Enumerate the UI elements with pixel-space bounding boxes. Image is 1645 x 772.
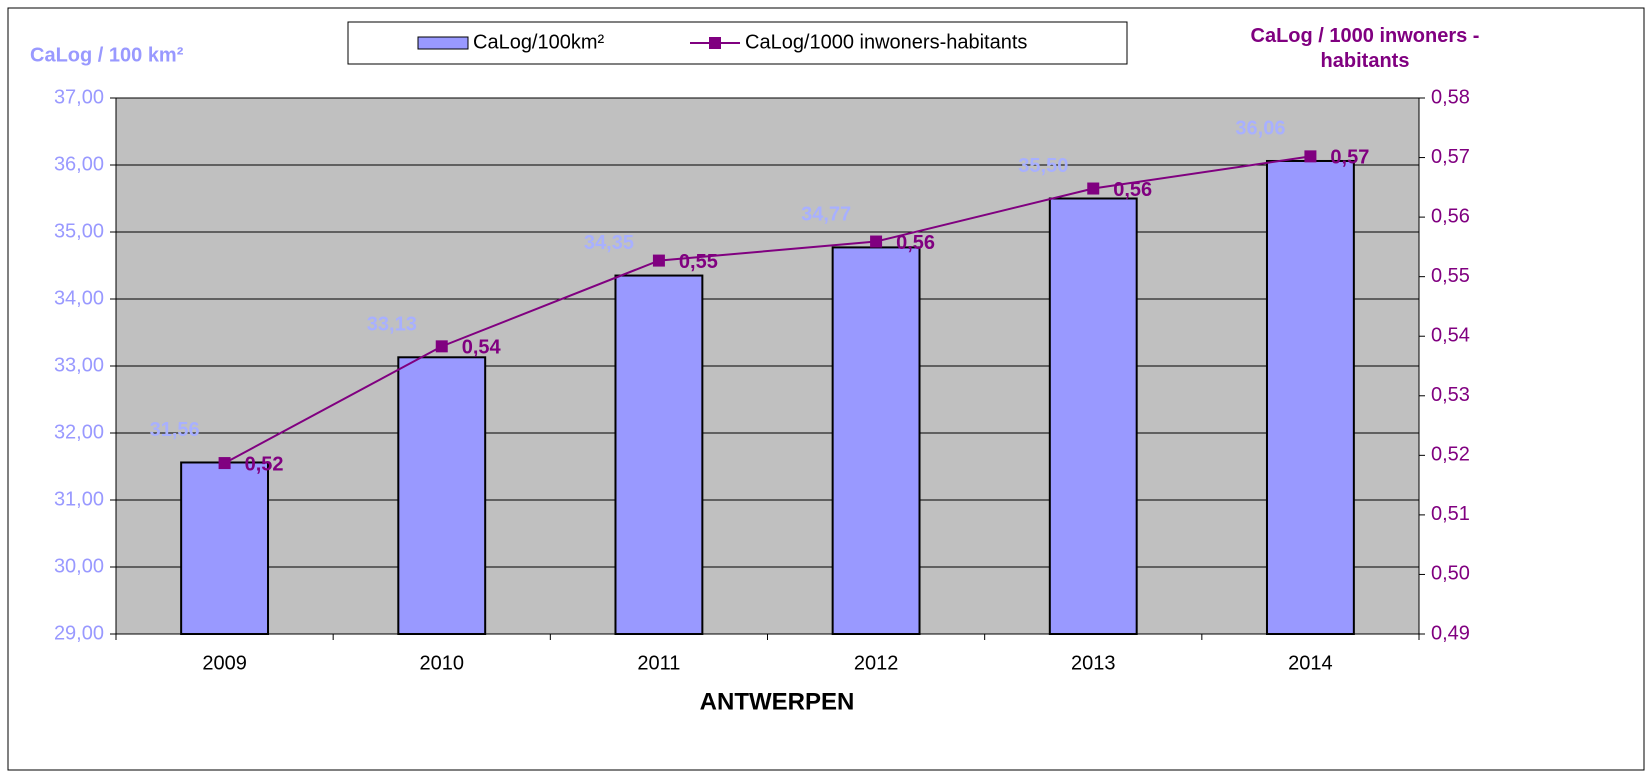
bar [1265, 159, 1355, 635]
y2-tick-label: 0,52 [1431, 444, 1470, 466]
line-value-label: 0,57 [1330, 147, 1369, 169]
bar-value-label: 34,35 [584, 232, 634, 254]
y2-tick-label: 0,55 [1431, 265, 1470, 287]
y2-tick-label: 0,49 [1431, 622, 1470, 644]
x-tick-label: 2014 [1288, 652, 1333, 674]
y2-tick-label: 0,53 [1431, 384, 1470, 406]
x-tick-label: 2013 [1071, 652, 1116, 674]
bar [180, 461, 270, 636]
y2-tick-label: 0,51 [1431, 503, 1470, 525]
y-tick-label: 30,00 [54, 555, 104, 577]
line-marker [218, 457, 231, 470]
y2-tick-label: 0,57 [1431, 146, 1470, 168]
bar [831, 246, 921, 635]
line-marker [1304, 150, 1317, 163]
y-tick-label: 36,00 [54, 153, 104, 175]
line-value-label: 0,56 [896, 232, 935, 254]
line-marker [870, 235, 883, 248]
y-tick-label: 33,00 [54, 354, 104, 376]
y-tick-label: 37,00 [54, 86, 104, 108]
y-tick-label: 34,00 [54, 287, 104, 309]
bar-value-label: 35,50 [1018, 155, 1068, 177]
y-tick-label: 32,00 [54, 421, 104, 443]
legend-label: CaLog/1000 inwoners-habitants [745, 31, 1027, 53]
x-axis-title: ANTWERPEN [700, 688, 855, 715]
line-value-label: 0,52 [245, 453, 284, 475]
bar [397, 356, 487, 635]
line-marker [1087, 182, 1100, 195]
bar-value-label: 34,77 [801, 204, 851, 226]
y2-tick-label: 0,56 [1431, 205, 1470, 227]
line [224, 155, 1311, 464]
line-value-label: 0,56 [1113, 179, 1152, 201]
bar [1048, 197, 1138, 635]
y-axis-title: CaLog / 100 km² [30, 44, 184, 66]
y2-axis-title: CaLog / 1000 inwoners - habitants [1250, 25, 1480, 72]
bar [614, 274, 704, 635]
x-tick-label: 2009 [202, 652, 247, 674]
line-value-label: 0,55 [679, 251, 718, 273]
x-tick-label: 2011 [637, 652, 680, 674]
y2-tick-label: 0,58 [1431, 86, 1470, 108]
line-value-label: 0,54 [462, 337, 502, 359]
bar-value-label: 33,13 [367, 314, 417, 336]
legend-label: CaLog/100km² [473, 31, 605, 53]
line-marker [435, 340, 448, 353]
legend-marker [709, 37, 721, 49]
bar-value-label: 36,06 [1235, 117, 1285, 139]
y-tick-label: 29,00 [54, 622, 104, 644]
y2-tick-label: 0,50 [1431, 563, 1470, 585]
x-tick-label: 2012 [854, 652, 899, 674]
line-marker [652, 254, 665, 267]
y2-tick-label: 0,54 [1431, 325, 1470, 347]
legend-swatch [417, 36, 469, 50]
bar-value-label: 31,56 [150, 419, 200, 441]
y-tick-label: 31,00 [54, 488, 104, 510]
y-tick-label: 35,00 [54, 220, 104, 242]
x-tick-label: 2010 [420, 652, 465, 674]
